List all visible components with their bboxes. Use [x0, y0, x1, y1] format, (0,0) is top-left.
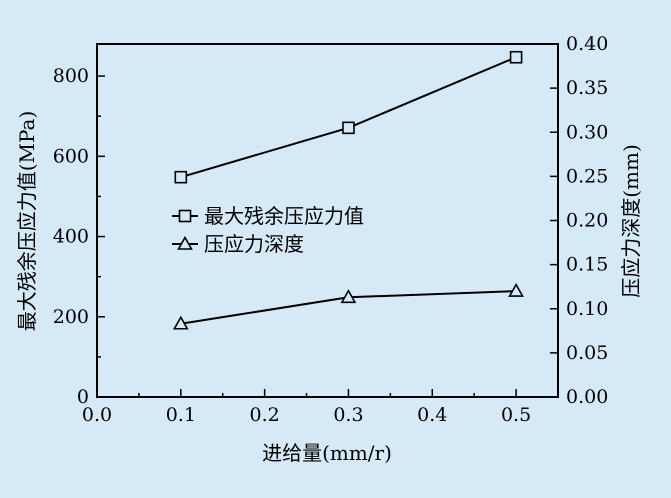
y-right-tick-label: 0.15 [566, 254, 608, 276]
x-tick-label: 0.1 [166, 404, 196, 426]
axes: 0.0 0.1 0.2 0.3 0.4 0.5 0 200 400 600 800 0.00 0.05 0… [53, 33, 609, 426]
y-right-tick-label: 0.20 [566, 210, 608, 232]
y-right-tick-label: 0.05 [566, 342, 608, 364]
series-1-point [342, 121, 355, 135]
legend-1-marker [178, 209, 192, 223]
y-right-tick-label: 0.10 [566, 298, 608, 320]
y-right-tick-label: 0.40 [566, 33, 608, 55]
y-right-tick-label: 0.30 [566, 121, 608, 143]
y-right-tick-label: 0.35 [566, 77, 608, 99]
y-left-tick-label: 400 [53, 226, 89, 248]
y-left-tick-label: 800 [53, 65, 89, 87]
series-2-point [340, 289, 357, 304]
x-tick-label: 0.5 [501, 404, 531, 426]
series-1-line [180, 56, 517, 179]
legend-2-marker [177, 235, 193, 250]
x-tick-label: 0.2 [250, 404, 280, 426]
x-axis-title: 进给量(mm/r) [262, 441, 392, 465]
y-right-axis-title: 压应力深度(mm) [619, 144, 643, 298]
series-layer [172, 50, 524, 330]
y-left-tick-label: 600 [53, 145, 89, 167]
series-2-point [508, 282, 524, 297]
y-left-tick-label: 0 [77, 386, 89, 408]
x-tick-label: 0.0 [82, 404, 112, 426]
series-2-point [172, 315, 189, 330]
legend-1-label: 最大残余压应力值 [204, 204, 364, 228]
series-1-point [509, 50, 523, 64]
legend-2-label: 压应力深度 [204, 232, 304, 256]
y-left-tick-label: 200 [53, 306, 89, 328]
x-tick-label: 0.4 [417, 404, 447, 426]
series-1-point [174, 170, 188, 184]
y-left-axis-title: 最大残余压应力值(MPa) [15, 111, 39, 332]
y-right-tick-label: 0.25 [566, 165, 608, 187]
y-right-tick-label: 0.00 [566, 386, 608, 408]
x-tick-label: 0.3 [333, 404, 363, 426]
